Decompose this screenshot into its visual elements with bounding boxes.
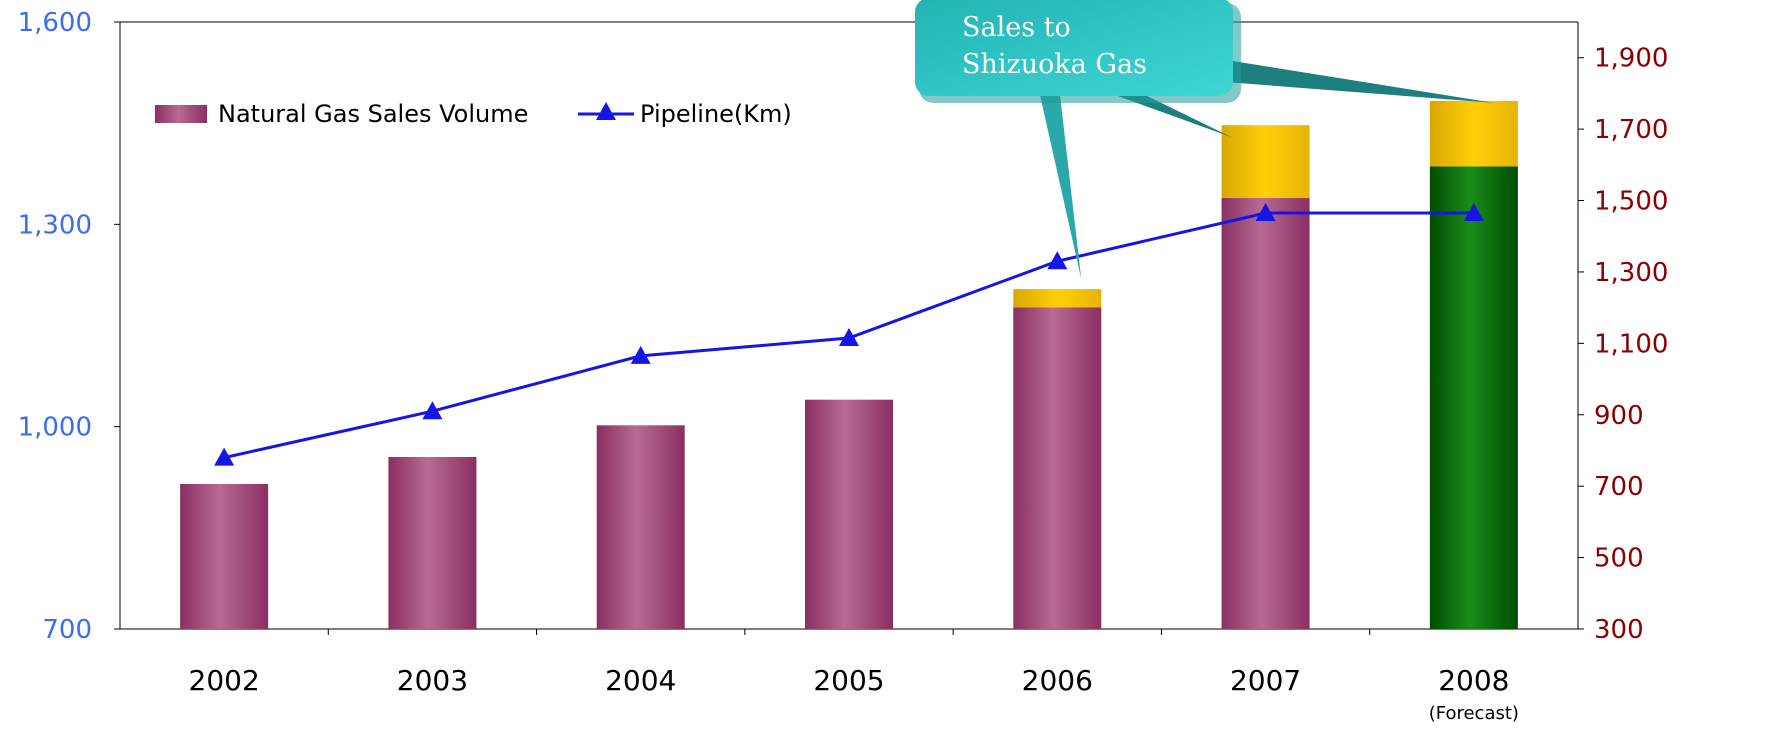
category-label: 2003 <box>397 664 468 697</box>
callout-pointer-2008 <box>1195 55 1494 103</box>
pipeline-marker <box>1047 251 1068 270</box>
pipeline-marker <box>1255 203 1276 222</box>
sales-volume-bar <box>805 399 893 629</box>
shizuoka-gas-bar <box>1429 100 1518 167</box>
bars-layer <box>180 100 1518 629</box>
callout-label: Shizuoka Gas <box>962 49 1147 80</box>
category-label: 2008 <box>1438 664 1509 697</box>
right-tick-label: 1,500 <box>1594 187 1668 217</box>
left-tick-label: 1,600 <box>18 8 92 38</box>
legend-label-sales: Natural Gas Sales Volume <box>218 100 528 128</box>
right-tick-label: 900 <box>1594 401 1644 431</box>
category-label: 2004 <box>605 664 676 697</box>
category-label: 2002 <box>189 664 260 697</box>
legend-swatch-sales <box>155 105 207 123</box>
pipeline-marker <box>422 401 443 420</box>
callout-pointer-2007 <box>1115 95 1232 138</box>
sales-volume-bar <box>1221 198 1310 629</box>
pipeline-marker <box>630 345 651 364</box>
sales-volume-bar <box>596 425 685 629</box>
right-tick-label: 1,700 <box>1594 115 1668 145</box>
legend-label-pipeline: Pipeline(Km) <box>640 100 792 128</box>
pipeline-marker <box>839 327 859 346</box>
category-label: 2005 <box>813 664 884 697</box>
category-label: 2006 <box>1022 664 1093 697</box>
pipeline-line-layer <box>214 203 1484 466</box>
right-tick-label: 1,900 <box>1594 44 1668 74</box>
shizuoka-gas-bar <box>1221 125 1310 199</box>
callout-layer: Sales to Shizuoka Gas <box>915 0 1494 280</box>
sales-volume-bar <box>180 483 269 629</box>
right-tick-label: 700 <box>1594 472 1644 502</box>
sales-volume-bar <box>1429 166 1518 629</box>
sales-volume-bar <box>1013 307 1102 629</box>
category-sublabel: (Forecast) <box>1429 703 1519 724</box>
left-tick-label: 1,000 <box>18 413 92 443</box>
sales-volume-bar <box>388 457 477 629</box>
callout-box <box>915 0 1233 96</box>
legend-swatch-pipeline-marker <box>596 102 616 120</box>
callout-label: Sales to <box>962 12 1071 43</box>
left-tick-label: 1,300 <box>18 210 92 240</box>
pipeline-marker <box>1463 203 1484 222</box>
shizuoka-gas-bar <box>1013 289 1102 308</box>
pipeline-marker <box>214 447 235 466</box>
category-label: 2007 <box>1230 664 1301 697</box>
left-tick-label: 700 <box>42 615 92 645</box>
legend: Natural Gas Sales Volume Pipeline(Km) <box>155 100 792 128</box>
right-tick-label: 300 <box>1594 615 1644 645</box>
right-tick-label: 500 <box>1594 544 1644 574</box>
right-tick-label: 1,100 <box>1594 329 1668 359</box>
axes-layer: 700 1,000 1,300 1,600 300 500 700 900 1,100 1,300… <box>18 8 1669 724</box>
callout-pointer-2006 <box>1040 95 1082 280</box>
right-tick-label: 1,300 <box>1594 258 1668 288</box>
